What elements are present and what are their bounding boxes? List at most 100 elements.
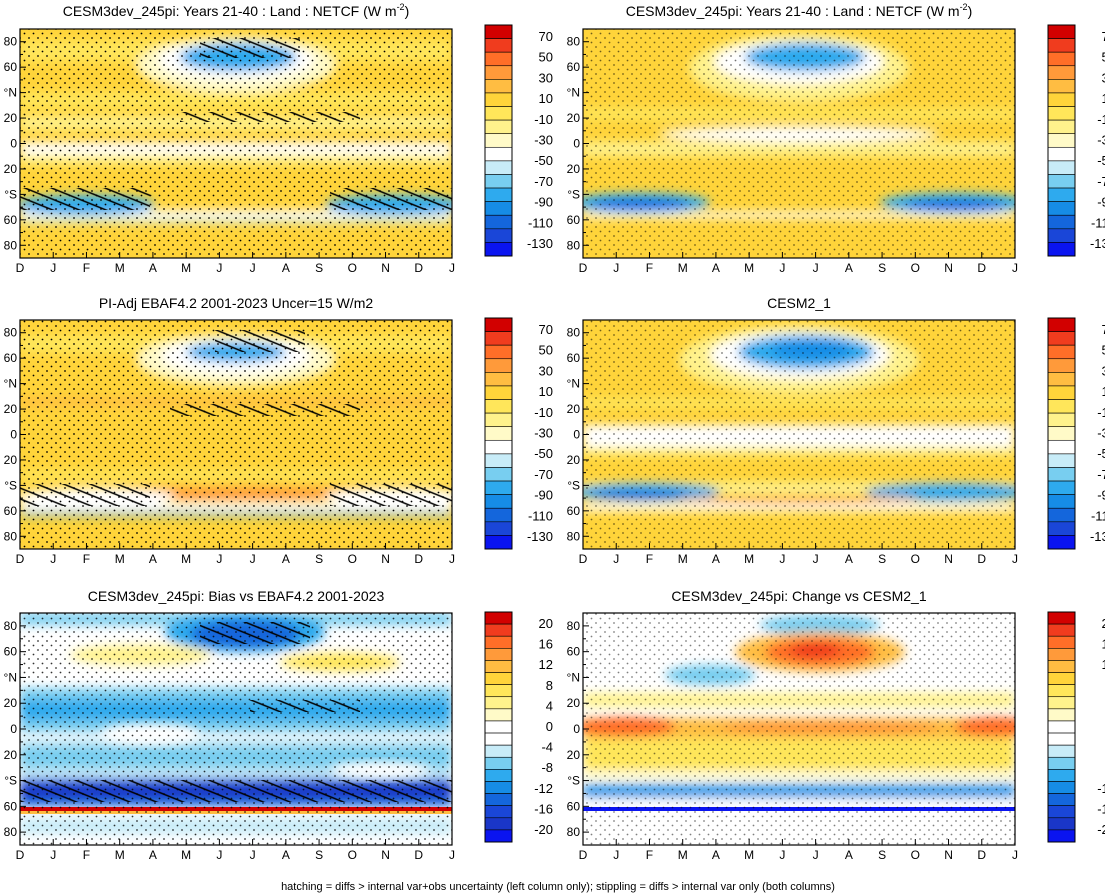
colorbar-label: -4: [541, 740, 553, 755]
colorbar-swatch: [484, 684, 513, 698]
x-tick-label: F: [83, 261, 90, 275]
colorbar-label: -90: [534, 195, 553, 210]
colorbar-swatch: [1047, 426, 1076, 441]
colorbar-swatch: [1047, 51, 1076, 67]
y-tick-label: 80: [567, 35, 581, 49]
x-tick-label: S: [315, 261, 323, 275]
y-tick-label: 20: [4, 453, 18, 467]
colorbar-label: 10: [1102, 384, 1105, 399]
colorbar-swatch: [484, 623, 513, 637]
colorbar: 70 50 30 10 -10 -30 -50 -70 -90 -110 -130: [484, 24, 553, 257]
colorbar-label: -130: [527, 236, 553, 251]
colorbar-swatch: [1047, 133, 1076, 148]
colorbar-swatch: [484, 412, 513, 428]
colorbar-label: 12: [1102, 657, 1105, 672]
colorbar-swatch: [1047, 92, 1076, 107]
x-tick-label: N: [944, 261, 953, 275]
y-tick-label: 60: [4, 799, 18, 813]
colorbar-swatch: [484, 106, 513, 121]
colorbar-label: -70: [1097, 174, 1105, 189]
colorbar-swatch: [484, 79, 513, 94]
y-tick-label: 80: [4, 326, 18, 340]
colorbar-swatch: [1047, 174, 1076, 189]
colorbar-swatch: [484, 535, 513, 550]
y-tick-label: 20: [567, 696, 581, 710]
x-tick-label: J: [216, 552, 222, 566]
heatmap-field: [20, 29, 452, 258]
x-tick-label: J: [50, 848, 56, 862]
colorbar-swatch: [1047, 467, 1076, 482]
colorbar-swatch: [484, 672, 513, 685]
panel-top-left: CESM3dev_245pi: Years 21-40 : Land : NET…: [4, 2, 553, 275]
y-tick-label: 60: [567, 351, 581, 365]
colorbar-swatch: [484, 214, 513, 230]
colorbar-swatch: [1047, 372, 1076, 387]
colorbar-label: -20: [534, 822, 553, 837]
x-tick-label: A: [282, 848, 290, 862]
colorbar-swatch: [484, 146, 513, 162]
colorbar-label: 10: [1102, 91, 1105, 106]
colorbar-label: 30: [1102, 363, 1105, 378]
x-tick-label: N: [944, 552, 953, 566]
colorbar-label: 30: [539, 70, 553, 85]
colorbar-label: -16: [1097, 801, 1105, 816]
colorbar-swatch: [1047, 119, 1076, 135]
colorbar-swatch: [1047, 160, 1076, 175]
colorbar-swatch: [484, 133, 513, 148]
x-tick-label: M: [744, 261, 754, 275]
x-tick-label: D: [414, 552, 423, 566]
colorbar-swatch: [484, 660, 513, 673]
colorbar-label: 16: [539, 637, 553, 652]
x-tick-label: J: [1012, 848, 1018, 862]
y-tick-label: °S: [4, 774, 17, 788]
panel-bottom-right: CESM3dev_245pi: Change vs CESM2_1: [567, 588, 1105, 862]
x-tick-label: M: [181, 261, 191, 275]
y-tick-label: °N: [4, 86, 17, 100]
colorbar-swatch: [1047, 732, 1076, 746]
colorbar-frame: [1047, 317, 1076, 550]
y-tick-label: 0: [10, 137, 17, 151]
colorbar-label: 50: [1102, 50, 1105, 65]
y-tick-label: 0: [573, 722, 580, 736]
colorbar-label: -130: [527, 529, 553, 544]
colorbar-swatch: [1047, 521, 1076, 536]
x-tick-label: D: [16, 552, 25, 566]
colorbar-label: 30: [539, 363, 553, 378]
y-tick-label: 80: [4, 35, 18, 49]
y-axis: 80 60 °N 20 0 20 °S 60 80: [4, 326, 26, 543]
colorbar-label: 10: [539, 91, 553, 106]
colorbar-swatch: [484, 174, 513, 189]
x-tick-label: F: [646, 552, 653, 566]
colorbar-swatch: [1047, 24, 1076, 39]
colorbar-swatch: [484, 242, 513, 257]
colorbar-label: 30: [1102, 70, 1105, 85]
colorbar-swatch: [1047, 696, 1076, 710]
x-tick-label: N: [944, 848, 953, 862]
panel-title: CESM3dev_245pi: Years 21-40 : Land : NET…: [626, 2, 973, 19]
colorbar-swatch: [484, 439, 513, 455]
colorbar-swatch: [1047, 480, 1076, 495]
x-tick-label: O: [348, 261, 357, 275]
colorbar-label: 50: [539, 50, 553, 65]
colorbar-label: 70: [1102, 29, 1105, 44]
y-tick-label: °N: [4, 670, 17, 684]
x-tick-label: A: [845, 552, 853, 566]
colorbar-label: 70: [539, 322, 553, 337]
colorbar-swatch: [1047, 399, 1076, 414]
y-tick-label: 60: [567, 213, 581, 227]
y-tick-label: 20: [567, 111, 581, 125]
y-tick-label: 60: [4, 213, 18, 227]
heatmap-field: [583, 613, 1015, 845]
colorbar-swatch: [1047, 242, 1076, 257]
colorbar-label: -90: [1097, 488, 1105, 503]
colorbar-label: -90: [1097, 195, 1105, 210]
colorbar-swatch: [1047, 623, 1076, 637]
colorbar-swatch: [1047, 385, 1076, 400]
colorbar-label: -70: [1097, 467, 1105, 482]
colorbar-swatch: [1047, 317, 1076, 332]
colorbar-swatch: [484, 399, 513, 414]
